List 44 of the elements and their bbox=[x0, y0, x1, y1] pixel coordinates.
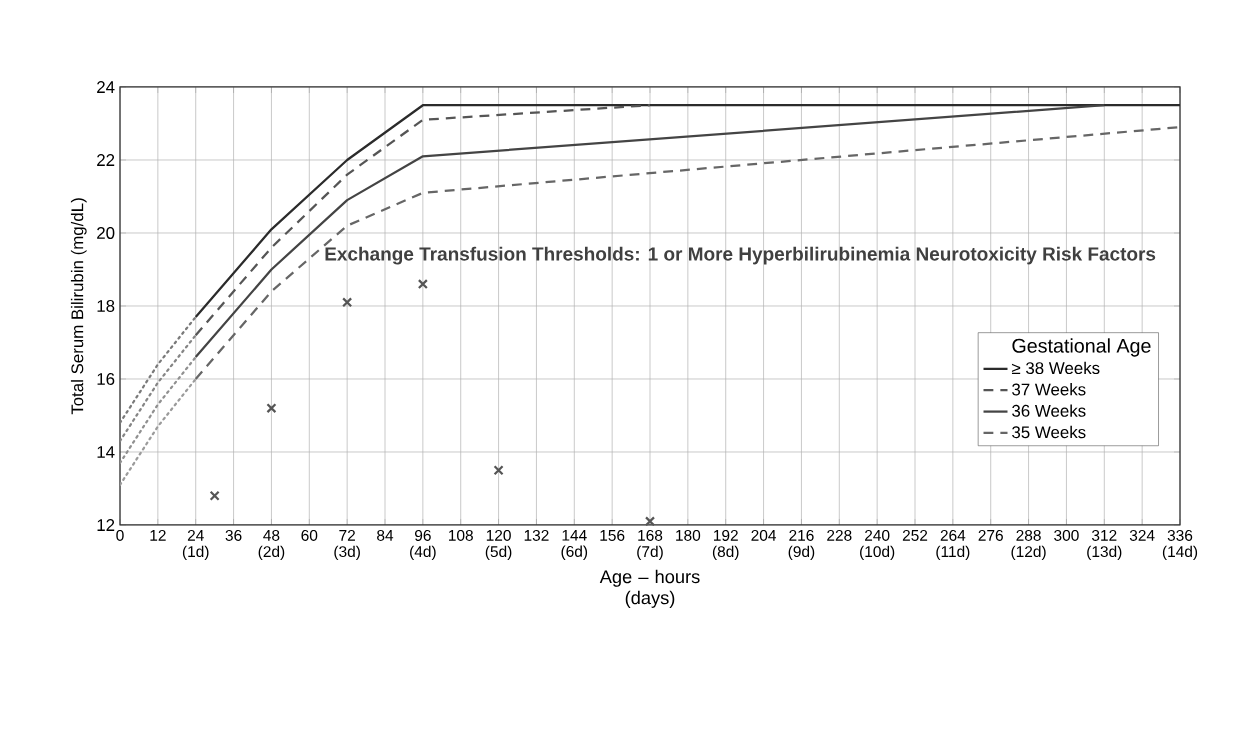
x-tick-label: 72 (3d) bbox=[334, 529, 360, 561]
x-tick-label: 252 bbox=[902, 529, 928, 541]
x-tick-label: 216 (9d) bbox=[788, 529, 815, 561]
y-tick-label: 18 bbox=[97, 300, 115, 312]
x-tick-label: 36 bbox=[225, 529, 242, 541]
x-tick-label: 276 bbox=[978, 529, 1003, 541]
annotation: Exchange Transfusion Thresholds: 1 or More Hyperbilirubinemia Neurotoxicity Risk Factors bbox=[325, 246, 1156, 265]
x-tick-label: 24 (1d) bbox=[182, 529, 209, 561]
x-tick-label: 156 bbox=[600, 529, 625, 541]
x-tick-label: 288 (12d) bbox=[1011, 529, 1046, 561]
y-tick-label: 16 bbox=[97, 373, 115, 385]
x-tick-label: 312 (13d) bbox=[1087, 529, 1122, 561]
y-tick-label: 22 bbox=[97, 154, 115, 166]
legend-label: 35 Weeks bbox=[1012, 425, 1086, 439]
x-tick-label: 300 bbox=[1054, 529, 1079, 541]
x-tick-label: 192 (8d) bbox=[712, 529, 739, 561]
x-tick-label: 228 bbox=[827, 529, 852, 541]
x-tick-label: 12 bbox=[150, 529, 166, 541]
x-tick-label: 96 (4d) bbox=[410, 529, 436, 561]
x-tick-label: 168 (7d) bbox=[637, 529, 663, 561]
x-tick-label: 144 (6d) bbox=[561, 529, 588, 560]
y-tick-label: 12 bbox=[97, 519, 115, 531]
legend-label: 37 Weeks bbox=[1012, 383, 1086, 396]
x-tick-label: 336 (14d) bbox=[1162, 529, 1198, 561]
x-tick-label: 48 (2d) bbox=[258, 529, 285, 561]
x-tick-label: 132 bbox=[524, 529, 549, 541]
legend-label: 36 Weeks bbox=[1012, 404, 1086, 417]
x-tick-label: 120 (5d) bbox=[485, 529, 512, 561]
x-axis-title: Age – hours (days) bbox=[599, 569, 700, 608]
legend-title: Gestational Age bbox=[1012, 338, 1151, 357]
x-tick-label: 204 bbox=[751, 529, 777, 541]
x-tick-label: 240 (10d) bbox=[860, 529, 895, 561]
x-tick-label: 324 bbox=[1129, 529, 1155, 541]
x-tick-label: 180 bbox=[676, 529, 701, 541]
x-tick-label: 108 bbox=[448, 529, 473, 541]
y-axis-title: Total Serum Bilirubin (mg/dL) bbox=[70, 198, 87, 415]
y-tick-label: 14 bbox=[97, 446, 115, 458]
y-tick-label: 20 bbox=[97, 227, 115, 239]
x-tick-label: 60 bbox=[301, 529, 318, 541]
x-tick-label: 0 bbox=[116, 529, 124, 541]
legend-label: ≥ 38 Weeks bbox=[1011, 361, 1100, 375]
x-tick-label: 84 bbox=[377, 529, 394, 541]
x-tick-label: 264 (11d) bbox=[936, 529, 970, 561]
y-tick-label: 24 bbox=[97, 81, 115, 93]
